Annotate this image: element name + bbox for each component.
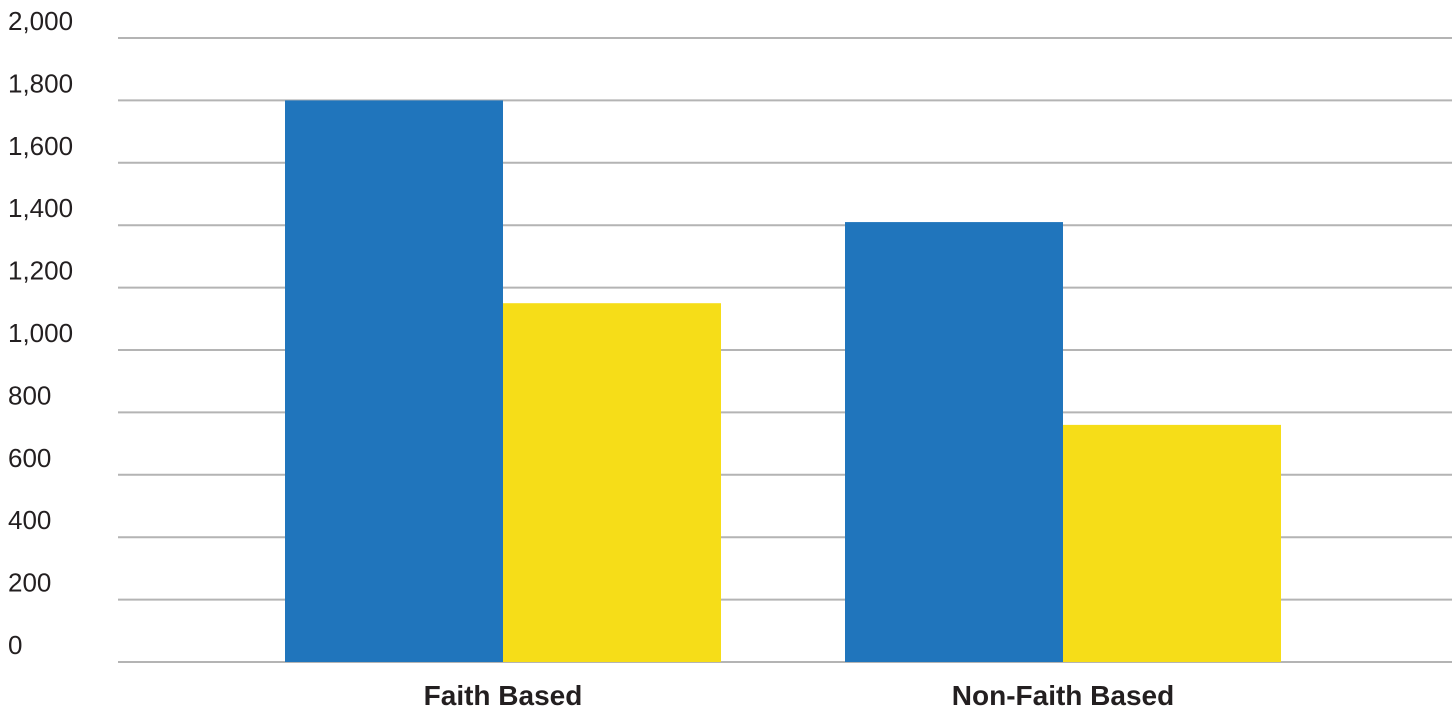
- y-tick-label: 1,800: [8, 68, 73, 98]
- bar: [845, 222, 1063, 662]
- y-tick-label: 600: [8, 443, 51, 473]
- bar: [503, 303, 721, 662]
- y-tick-label: 1,200: [8, 256, 73, 286]
- y-tick-label: 2,000: [8, 6, 73, 36]
- y-tick-label: 1,000: [8, 318, 73, 348]
- x-category-label: Non-Faith Based: [952, 680, 1174, 711]
- bars: [285, 100, 1281, 662]
- bar: [1063, 424, 1281, 662]
- x-category-label: Faith Based: [424, 680, 583, 711]
- y-tick-label: 200: [8, 568, 51, 598]
- y-tick-label: 1,600: [8, 131, 73, 161]
- y-tick-label: 400: [8, 505, 51, 535]
- x-axis-category-labels: Faith Based Non-Faith Based: [424, 680, 1175, 711]
- y-tick-label: 0: [8, 630, 22, 660]
- y-tick-label: 1,400: [8, 193, 73, 223]
- y-tick-label: 800: [8, 380, 51, 410]
- y-axis-tick-labels: 0 200 400 600 800 1,000 1,200 1,400 1,600 1,800 2,…: [8, 6, 73, 660]
- bar: [285, 100, 503, 662]
